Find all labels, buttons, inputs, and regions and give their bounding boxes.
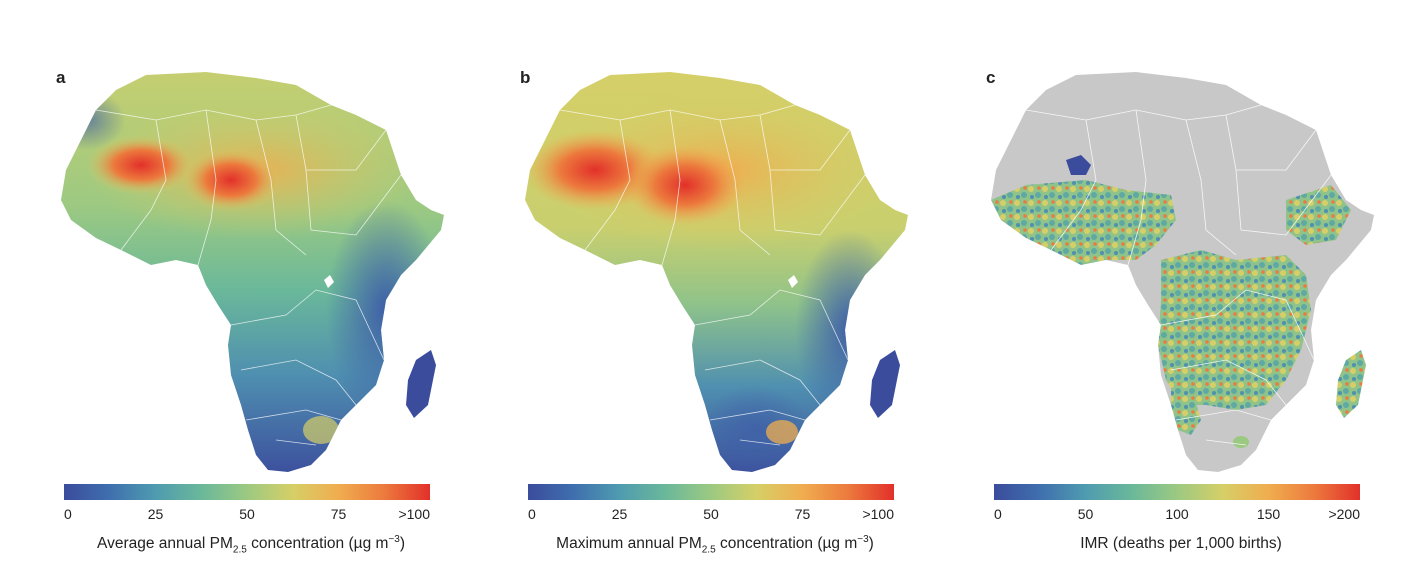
tick-label: 50 <box>703 506 719 522</box>
colorbar <box>994 484 1360 500</box>
colorbar-caption: Maximum annual PM2.5 concentration (µg m… <box>556 534 874 556</box>
colorbar-ticks: 0 25 50 75 >100 <box>528 506 894 524</box>
tick-label: >100 <box>862 506 894 522</box>
tick-label: >100 <box>398 506 430 522</box>
africa-map-imr <box>991 72 1374 472</box>
panel-c: c <box>986 60 1406 570</box>
panel-a: a <box>56 60 476 570</box>
panel-label: a <box>56 68 66 87</box>
colorbar-ticks: 0 50 100 150 >200 <box>994 506 1360 524</box>
tick-label: 25 <box>611 506 628 522</box>
colorbar-ticks: 0 25 50 75 >100 <box>64 506 430 524</box>
panel-label: b <box>520 68 531 87</box>
tick-label: 0 <box>994 506 1002 522</box>
tick-label: 0 <box>528 506 536 522</box>
tick-label: 50 <box>239 506 255 522</box>
tick-label: 150 <box>1256 506 1281 522</box>
colorbar-caption: Average annual PM2.5 concentration (µg m… <box>97 534 405 556</box>
tick-label: 25 <box>147 506 164 522</box>
colorbar <box>64 484 430 500</box>
colorbar <box>528 484 894 500</box>
tick-label: >200 <box>1328 506 1360 522</box>
panel-b: b <box>520 60 940 570</box>
tick-label: 75 <box>794 506 811 522</box>
colorbar-caption: IMR (deaths per 1,000 births) <box>1080 535 1282 553</box>
panel-label: c <box>986 68 996 87</box>
tick-label: 0 <box>64 506 72 522</box>
tick-label: 100 <box>1165 506 1189 522</box>
tick-label: 50 <box>1077 506 1094 522</box>
africa-map-maximum-pm25 <box>525 72 908 472</box>
tick-label: 75 <box>330 506 347 522</box>
africa-map-average-pm25 <box>61 72 444 472</box>
